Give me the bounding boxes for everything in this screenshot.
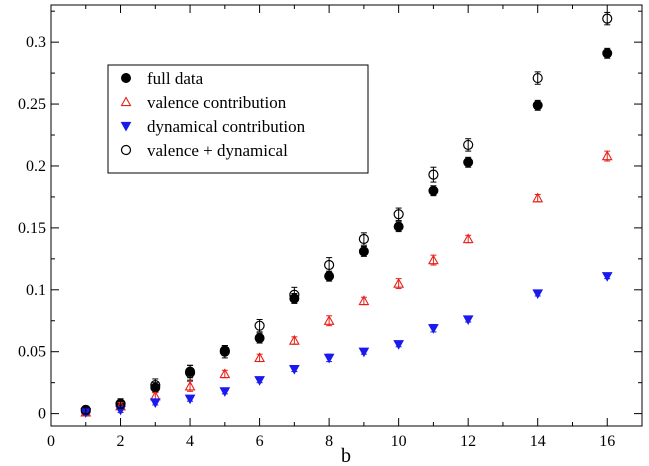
- data-point: [149, 398, 161, 409]
- data-point: [463, 157, 474, 168]
- data-point: [219, 346, 230, 357]
- data-point: [324, 271, 335, 282]
- data-point: [428, 324, 439, 334]
- legend: full data valence contribution dynamical c…: [107, 64, 369, 174]
- x-tick-label: 16: [599, 433, 615, 450]
- data-point: [254, 352, 266, 363]
- legend-box: [107, 64, 369, 174]
- y-tick-label: 0.2: [26, 158, 46, 175]
- data-point: [428, 169, 439, 180]
- data-point: [289, 364, 300, 375]
- data-point: [358, 233, 369, 245]
- data-point: [289, 289, 300, 300]
- legend-label: dynamical contribution: [147, 117, 306, 136]
- data-point: [184, 367, 196, 378]
- legend-marker: [120, 96, 132, 107]
- x-tick-label: 0: [47, 433, 55, 450]
- data-point: [601, 272, 613, 282]
- data-point: [80, 404, 91, 416]
- x-axis-label: b: [341, 445, 351, 466]
- data-point: [532, 72, 543, 84]
- x-tick-label: 8: [325, 433, 333, 450]
- axes: 0 2 4 6 8 10 12 14 16 0 0.05 0.1 0.15 0.2 0.25 0.3: [18, 5, 642, 450]
- data-point: [428, 185, 439, 196]
- x-tick-label: 2: [117, 433, 125, 450]
- data-point: [393, 277, 405, 288]
- x-tick-label: 4: [186, 433, 194, 450]
- legend-marker: [120, 144, 132, 156]
- y-tick-label: 0.3: [26, 34, 46, 51]
- series-3: [80, 11, 613, 416]
- data-point: [219, 368, 231, 379]
- data-point: [462, 315, 474, 326]
- y-tick-label: 0: [38, 406, 46, 423]
- data-point: [462, 233, 474, 244]
- data-point: [358, 295, 370, 306]
- y-tick-label: 0.05: [18, 344, 46, 361]
- data-point: [184, 394, 196, 405]
- legend-label: valence contribution: [147, 93, 287, 112]
- data-point: [532, 192, 544, 203]
- data-point: [115, 398, 126, 409]
- data-point: [393, 209, 404, 220]
- legend-label: valence + dynamical: [147, 141, 288, 160]
- data-point: [150, 380, 161, 391]
- data-point: [254, 320, 265, 331]
- y-tick-label: 0.15: [18, 220, 46, 237]
- series-2: [80, 272, 613, 418]
- data-point: [358, 246, 369, 257]
- x-tick-label: 14: [530, 433, 546, 450]
- data-point: [219, 387, 231, 397]
- data-point: [601, 150, 613, 161]
- data-point: [254, 333, 265, 344]
- data-point: [602, 13, 613, 24]
- data-point: [393, 221, 404, 232]
- data-point: [532, 289, 544, 300]
- legend-marker: [120, 121, 132, 132]
- data-point: [288, 334, 300, 345]
- data-marks: [80, 11, 613, 418]
- data-point: [323, 353, 335, 364]
- data-point: [532, 100, 543, 111]
- y-tick-label: 0.1: [26, 282, 46, 299]
- x-tick-label: 10: [391, 433, 407, 450]
- plot-frame: [50, 4, 643, 427]
- data-point: [254, 376, 265, 386]
- series-1: [80, 150, 613, 417]
- data-point: [463, 139, 474, 151]
- data-point: [324, 259, 335, 271]
- legend-marker: [121, 73, 131, 83]
- data-point: [358, 347, 370, 358]
- data-point: [602, 48, 613, 59]
- data-point: [427, 254, 439, 265]
- data-point: [393, 340, 404, 350]
- y-tick-label: 0.25: [18, 96, 46, 113]
- data-point: [184, 380, 196, 391]
- x-tick-label: 12: [460, 433, 476, 450]
- x-tick-label: 6: [256, 433, 264, 450]
- data-point: [323, 315, 335, 325]
- legend-label: full data: [147, 69, 204, 88]
